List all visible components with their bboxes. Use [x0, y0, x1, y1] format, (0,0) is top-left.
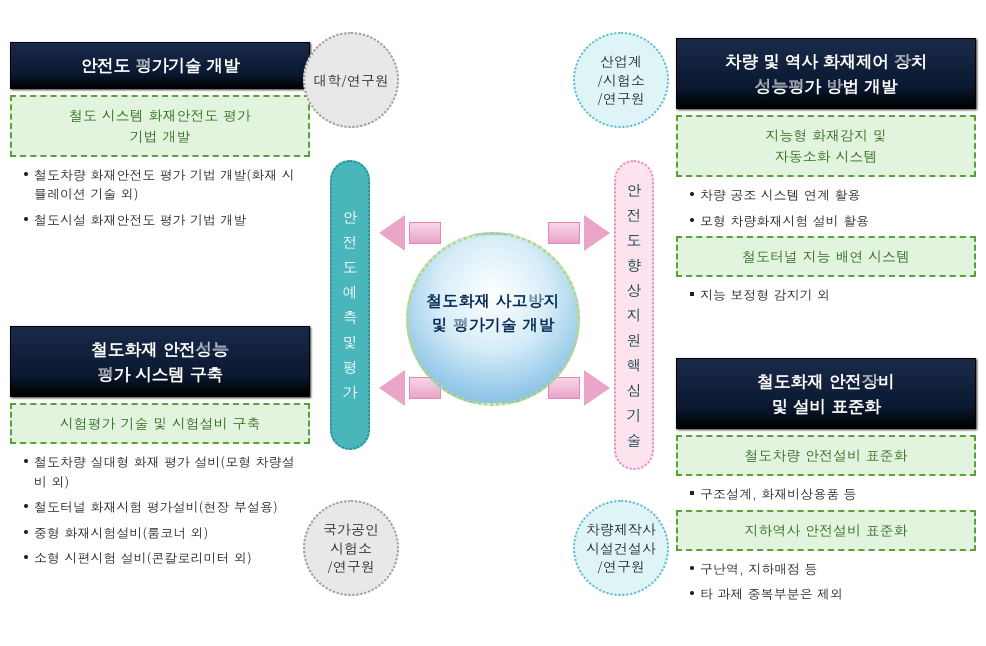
header-safety-perf-system: 철도화재 안전성능평가 시스템 구축: [10, 326, 310, 397]
bullet-list-r1a: 차량 공조 시스템 연계 활용 모형 차량화재시험 설비 활용: [676, 177, 976, 230]
node-label: 차량제작사시설건설사/연구원: [586, 520, 656, 577]
center-title-line1: 철도화재 사고방지: [426, 289, 559, 313]
bullet-list-l1: 철도차량 화재안전도 평가 기법 개발(화재 시뮬레이션 기술 외) 철도시설 …: [10, 157, 310, 230]
node-label: 대학/연구원: [313, 71, 389, 90]
header-text: 철도화재 안전성능평가 시스템 구축: [91, 337, 228, 386]
greenbox-rail-fire-eval: 철도 시스템 화재안전도 평가기법 개발: [10, 95, 310, 157]
pill-safety-prediction-eval: 안전도예측및평가: [330, 160, 370, 450]
node-label: 산업계/시험소/연구원: [597, 52, 645, 109]
greenbox-underground-safety-std: 지하역사 안전설비 표준화: [676, 510, 976, 551]
bullet-list-r2b: 구난역, 지하매점 등 타 과제 중복부분은 제외: [676, 551, 976, 604]
node-university-research: 대학/연구원: [303, 32, 399, 128]
center-hub: 철도화재 사고방지 및 평가기술 개발: [406, 232, 580, 406]
bullet-item: 차량 공조 시스템 연계 활용: [690, 185, 970, 205]
bullet-item: 구난역, 지하매점 등: [690, 559, 970, 579]
bullet-item: 중형 화재시험설비(룸코너 외): [24, 523, 304, 543]
bullet-list-r2a: 구조설계, 화재비상용품 등: [676, 476, 976, 504]
bullet-item: 철도차량 화재안전도 평가 기법 개발(화재 시뮬레이션 기술 외): [24, 165, 304, 204]
arrow-left-1: [379, 215, 441, 251]
header-text: 차량 및 역사 화재제어 장치성능평가 방법 개발: [725, 49, 927, 98]
greenbox-smart-fire-detect: 지능형 화재감지 및자동소화 시스템: [676, 115, 976, 177]
node-label: 국가공인시험소/연구원: [323, 520, 379, 577]
center-title-line2: 및 평가기술 개발: [426, 313, 559, 337]
right-block-2: 철도화재 안전장비및 설비 표준화 철도차량 안전설비 표준화 구조설계, 화재…: [676, 358, 976, 610]
bullet-item: 구조설계, 화재비상용품 등: [690, 484, 970, 504]
header-text: 철도화재 안전장비및 설비 표준화: [757, 369, 894, 418]
left-block-1: 안전도 평가기술 개발 철도 시스템 화재안전도 평가기법 개발 철도차량 화재…: [10, 42, 310, 235]
node-industry-lab-research: 산업계/시험소/연구원: [573, 32, 669, 128]
left-block-2: 철도화재 안전성능평가 시스템 구축 시험평가 기술 및 시험설비 구축 철도차…: [10, 326, 310, 574]
greenbox-text: 철도 시스템 화재안전도 평가기법 개발: [69, 105, 251, 146]
bullet-list-r1b: 지능 보정형 감지기 외: [676, 277, 976, 305]
header-safety-eval-tech: 안전도 평가기술 개발: [10, 42, 310, 89]
node-national-lab-research: 국가공인시험소/연구원: [303, 500, 399, 596]
bullet-list-l2: 철도차량 실대형 화재 평가 설비(모형 차량설비 외) 철도터널 화재시험 평…: [10, 444, 310, 568]
greenbox-tunnel-exhaust: 철도터널 지능 배연 시스템: [676, 236, 976, 277]
greenbox-vehicle-safety-std: 철도차량 안전설비 표준화: [676, 435, 976, 476]
bullet-item: 철도시설 화재안전도 평가 기법 개발: [24, 210, 304, 230]
node-vehicle-maker-research: 차량제작사시설건설사/연구원: [573, 500, 669, 596]
header-vehicle-station-fire-control: 차량 및 역사 화재제어 장치성능평가 방법 개발: [676, 38, 976, 109]
greenbox-text: 지능형 화재감지 및자동소화 시스템: [765, 125, 886, 166]
bullet-item: 지능 보정형 감지기 외: [690, 285, 970, 305]
arrow-right-1: [548, 215, 610, 251]
greenbox-test-facility: 시험평가 기술 및 시험설비 구축: [10, 403, 310, 444]
bullet-item: 소형 시편시험 설비(콘칼로리미터 외): [24, 548, 304, 568]
header-fire-safety-standard: 철도화재 안전장비및 설비 표준화: [676, 358, 976, 429]
right-block-1: 차량 및 역사 화재제어 장치성능평가 방법 개발 지능형 화재감지 및자동소화…: [676, 38, 976, 311]
bullet-item: 철도차량 실대형 화재 평가 설비(모형 차량설비 외): [24, 452, 304, 491]
bullet-item: 철도터널 화재시험 평가설비(현장 부설용): [24, 497, 304, 517]
pill-safety-support-tech: 안전도향상지원핵심기술: [614, 160, 654, 470]
bullet-item: 모형 차량화재시험 설비 활용: [690, 211, 970, 231]
bullet-item: 타 과제 중복부분은 제외: [690, 584, 970, 604]
